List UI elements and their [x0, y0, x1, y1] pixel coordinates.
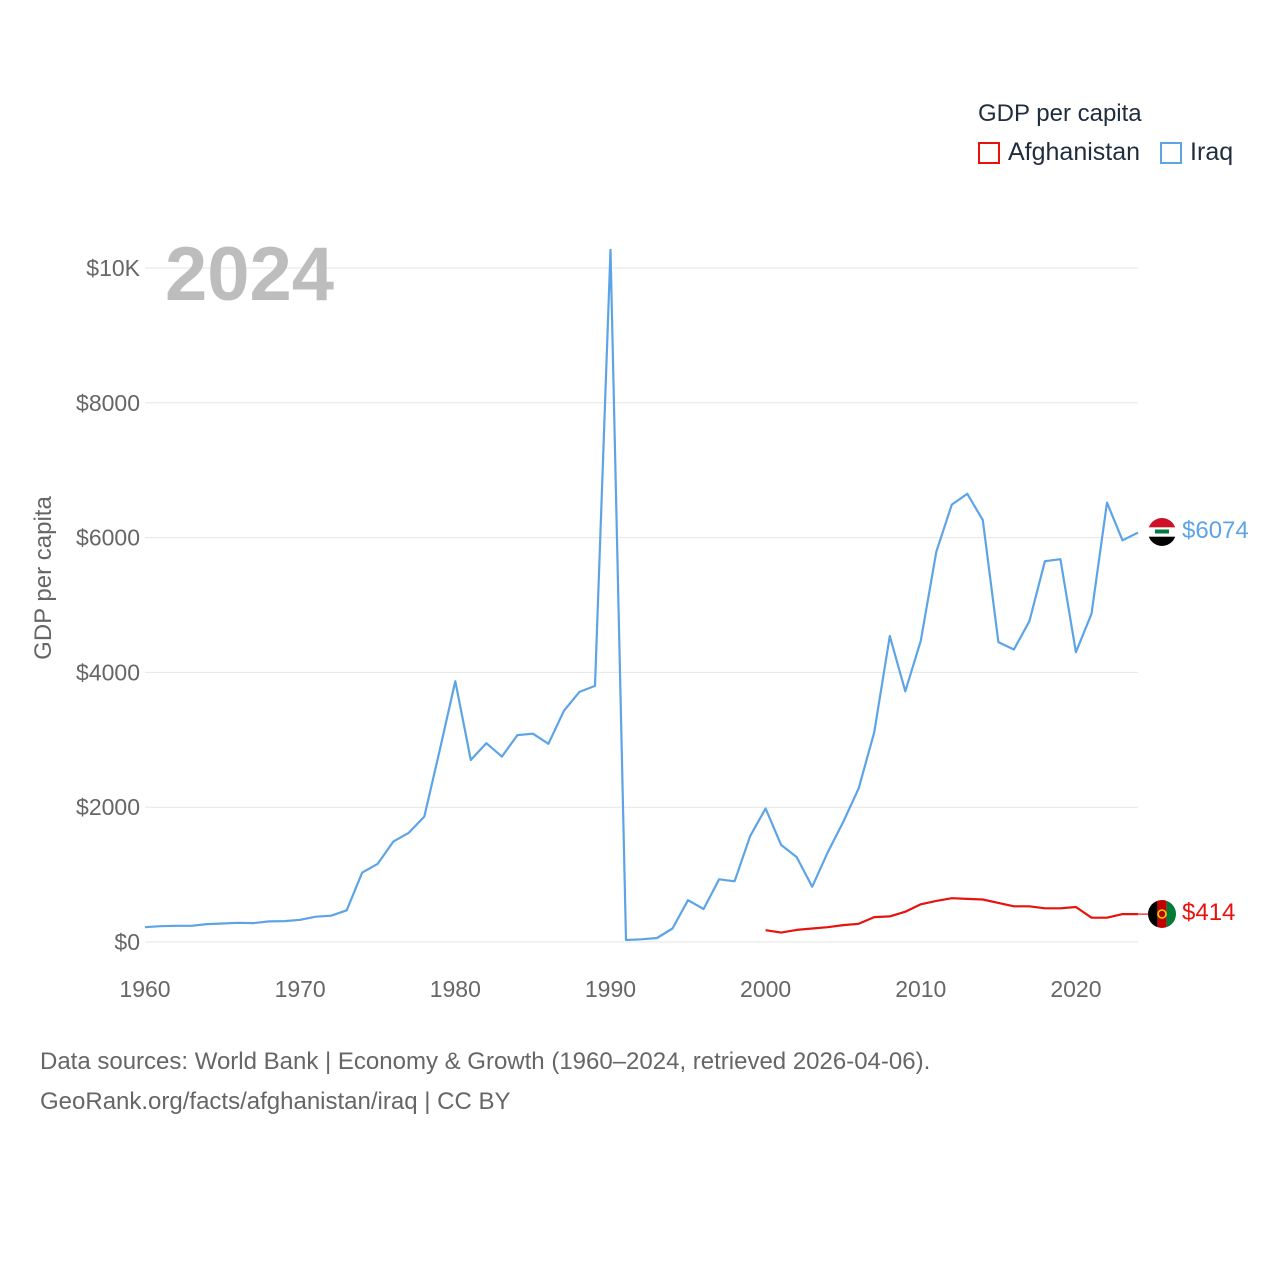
x-tick-label: 1990 [585, 976, 636, 1002]
x-tick-label: 2010 [895, 976, 946, 1002]
legend-item-iraq[interactable]: Iraq [1160, 138, 1233, 167]
source-line-2[interactable]: GeoRank.org/facts/afghanistan/iraq | CC … [40, 1088, 511, 1115]
series-line-iraq [144, 248, 1139, 942]
x-tick-label: 2000 [740, 976, 791, 1002]
y-tick-label: $8000 [76, 390, 140, 416]
afghanistan-flag-icon [1148, 900, 1176, 928]
series-line-afghanistan [765, 897, 1138, 934]
gridlines [145, 267, 1138, 943]
legend: GDP per capita Afghanistan Iraq [978, 100, 1233, 167]
legend-item-afghanistan[interactable]: Afghanistan [978, 138, 1140, 167]
y-axis-ticks: $0 $2000 $4000 $6000 $8000 $10K [76, 255, 141, 955]
afghanistan-end-value-label: $414 [1182, 899, 1235, 926]
legend-title: GDP per capita [978, 100, 1142, 127]
iraq-flag-icon [1148, 518, 1176, 546]
iraq-end-value-label: $6074 [1182, 517, 1249, 544]
x-tick-label: 2020 [1050, 976, 1101, 1002]
year-watermark: 2024 [165, 232, 334, 317]
y-tick-label: $6000 [76, 525, 140, 551]
y-tick-label: $0 [114, 929, 140, 955]
iraq-swatch-icon [1160, 141, 1183, 164]
legend-items: Afghanistan Iraq [978, 138, 1233, 167]
x-tick-label: 1970 [275, 976, 326, 1002]
x-tick-label: 1980 [430, 976, 481, 1002]
y-tick-label: $4000 [76, 659, 140, 685]
legend-label-iraq: Iraq [1190, 138, 1234, 166]
afghanistan-swatch-icon [978, 141, 1000, 164]
y-axis-label: GDP per capita [30, 496, 57, 660]
legend-label-afghanistan: Afghanistan [1008, 138, 1141, 166]
y-tick-label: $10K [86, 255, 140, 281]
y-tick-label: $2000 [76, 794, 140, 820]
data-source-note: Data sources: World Bank | Economy & Gro… [40, 1042, 930, 1122]
x-axis-ticks: 1960 1970 1980 1990 2000 2010 2020 [119, 976, 1101, 1002]
series-lines [144, 248, 1139, 942]
x-tick-label: 1960 [119, 976, 170, 1002]
source-line-1: Data sources: World Bank | Economy & Gro… [40, 1048, 931, 1075]
